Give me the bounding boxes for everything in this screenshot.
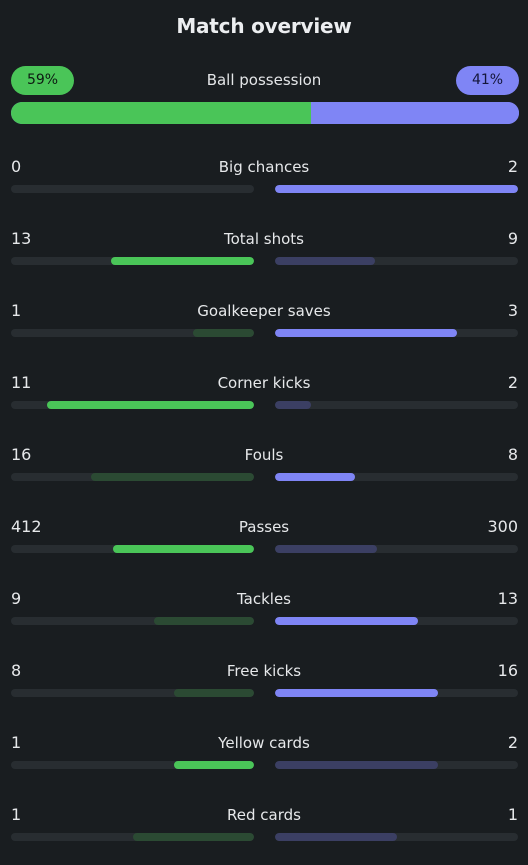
stat-home-track [11, 833, 254, 841]
stat-home-bar [132, 833, 254, 841]
stat-home-track [11, 761, 254, 769]
stat-row: 16 Fouls 8 [0, 444, 528, 484]
stat-away-value: 3 [507, 301, 518, 320]
stat-home-bar [113, 545, 254, 553]
stat-home-bar [110, 257, 254, 265]
stat-label: Passes [238, 518, 290, 536]
stat-row: 8 Free kicks 16 [0, 660, 528, 700]
possession-bar-away [310, 102, 519, 124]
home-possession-badge: 59% [11, 66, 74, 95]
stat-home-value: 8 [11, 661, 22, 680]
stat-home-bar [173, 689, 254, 697]
stat-label: Total shots [224, 230, 304, 248]
stat-home-track [11, 257, 254, 265]
stat-home-track [11, 689, 254, 697]
stat-away-bar [275, 833, 397, 841]
stat-home-value: 13 [11, 229, 32, 248]
stat-away-value: 1 [507, 805, 518, 824]
stat-label: Free kicks [226, 662, 302, 680]
stat-away-value: 9 [507, 229, 518, 248]
stat-row: 1 Red cards 1 [0, 804, 528, 844]
stat-home-track [11, 545, 254, 553]
stat-home-bar [154, 617, 254, 625]
stat-home-value: 16 [11, 445, 32, 464]
possession-bar [11, 102, 519, 124]
stat-home-value: 9 [11, 589, 22, 608]
stat-away-value: 16 [497, 661, 518, 680]
stat-home-bar [193, 329, 254, 337]
panel-title: Match overview [176, 14, 352, 38]
stat-home-track [11, 473, 254, 481]
stat-away-bar [275, 473, 356, 481]
stat-away-bar [275, 617, 419, 625]
stat-away-track [275, 473, 518, 481]
stat-label: Corner kicks [217, 374, 311, 392]
stat-label: Red cards [227, 806, 301, 824]
stat-away-track [275, 329, 518, 337]
stat-home-value: 1 [11, 301, 22, 320]
stat-away-track [275, 401, 518, 409]
stat-away-value: 2 [507, 733, 518, 752]
stat-label: Big chances [218, 158, 310, 176]
stat-home-track [11, 617, 254, 625]
stat-home-track [11, 329, 254, 337]
possession-label: Ball possession [206, 71, 322, 89]
stat-row: 11 Corner kicks 2 [0, 372, 528, 412]
stat-home-value: 1 [11, 805, 22, 824]
stat-label: Tackles [236, 590, 292, 608]
stat-away-track [275, 761, 518, 769]
stat-away-track [275, 833, 518, 841]
stat-away-bar [275, 761, 438, 769]
stat-row: 1 Goalkeeper saves 3 [0, 300, 528, 340]
stat-label: Fouls [244, 446, 284, 464]
stat-home-bar [91, 473, 254, 481]
stat-home-bar [173, 761, 254, 769]
stat-away-bar [275, 329, 458, 337]
stat-home-value: 412 [11, 517, 42, 536]
stat-home-value: 1 [11, 733, 22, 752]
stat-away-track [275, 617, 518, 625]
away-possession-badge: 41% [456, 66, 519, 95]
stat-away-value: 8 [507, 445, 518, 464]
stat-row: 0 Big chances 2 [0, 156, 528, 196]
stat-away-value: 2 [507, 373, 518, 392]
stat-home-value: 11 [11, 373, 32, 392]
stat-away-bar [275, 185, 518, 193]
stat-away-bar [275, 689, 438, 697]
possession-row: 59% Ball possession 41% [0, 66, 528, 126]
possession-bar-home [11, 102, 311, 124]
stat-away-bar [275, 545, 378, 553]
stat-away-track [275, 257, 518, 265]
stat-away-bar [275, 401, 312, 409]
stat-away-value: 13 [497, 589, 518, 608]
stat-label: Yellow cards [218, 734, 310, 752]
stat-home-track [11, 401, 254, 409]
stat-away-value: 2 [507, 157, 518, 176]
stat-row: 412 Passes 300 [0, 516, 528, 556]
stat-home-bar [47, 401, 254, 409]
stat-away-track [275, 545, 518, 553]
stat-row: 9 Tackles 13 [0, 588, 528, 628]
stat-away-bar [275, 257, 375, 265]
stat-label: Goalkeeper saves [197, 302, 331, 320]
stat-home-track [11, 185, 254, 193]
stat-home-value: 0 [11, 157, 22, 176]
stat-row: 13 Total shots 9 [0, 228, 528, 268]
stat-away-track [275, 689, 518, 697]
stat-row: 1 Yellow cards 2 [0, 732, 528, 772]
stat-away-track [275, 185, 518, 193]
stat-away-value: 300 [487, 517, 518, 536]
